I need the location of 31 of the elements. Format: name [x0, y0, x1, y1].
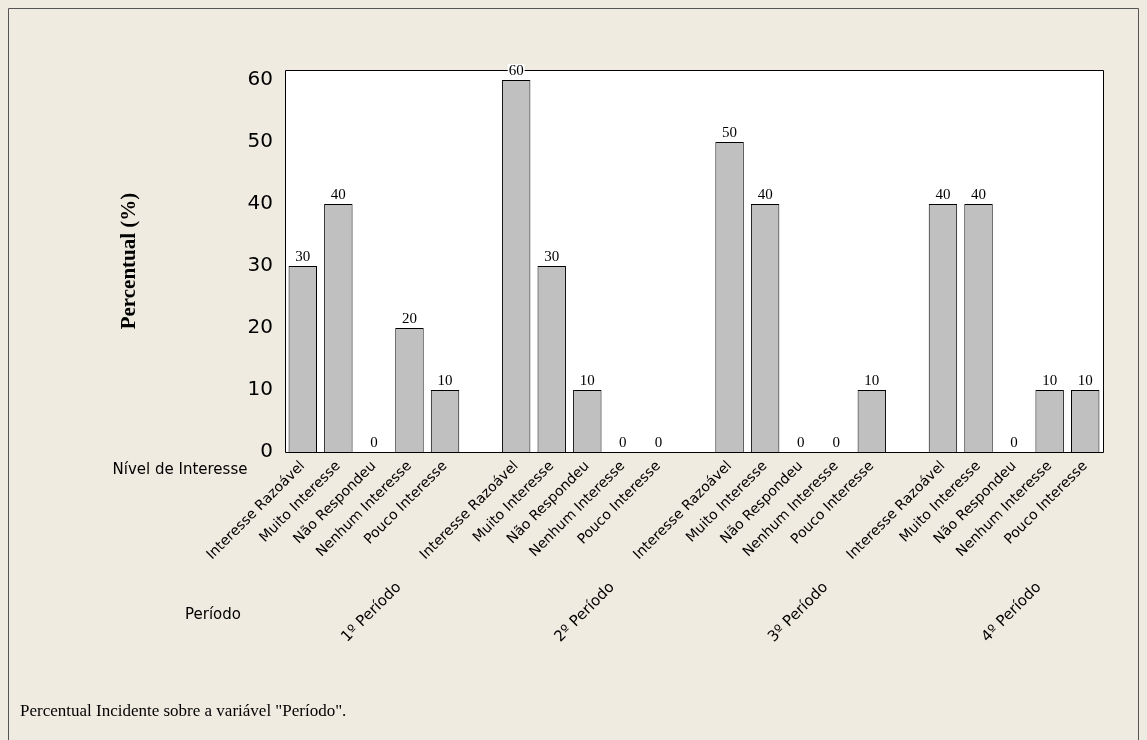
data-label: 10	[1042, 372, 1058, 389]
text: Período	[185, 604, 241, 623]
data-label: 40	[757, 186, 773, 203]
y-tick-label: 10	[247, 376, 273, 401]
data-label: 0	[1010, 434, 1018, 451]
data-label: 0	[654, 434, 663, 451]
y-tick-label: 20	[247, 314, 273, 339]
data-label: 10	[1077, 372, 1093, 389]
data-label: 10	[579, 372, 595, 389]
data-label: 10	[437, 372, 453, 389]
y-tick-label: 40	[247, 190, 273, 215]
data-label: 0	[796, 434, 805, 451]
data-label: 30	[544, 248, 560, 265]
text: Percentual Incidente sobre a variável "Período".	[20, 701, 347, 721]
y-axis-title: Percentual (%)	[116, 192, 141, 330]
data-label: 0	[832, 434, 841, 451]
data-label: 40	[935, 186, 951, 203]
data-label: 20	[401, 310, 417, 327]
data-label: 0	[370, 434, 378, 451]
data-label: 0	[619, 434, 627, 451]
y-tick-label: 30	[247, 252, 273, 277]
y-tick-label: 50	[247, 128, 273, 153]
data-label: 50	[722, 124, 738, 141]
data-label: 40	[330, 186, 346, 203]
text: Nível de Interesse	[112, 459, 248, 478]
data-label: 40	[971, 186, 987, 203]
y-tick-label: 60	[247, 66, 273, 91]
data-label: 60	[508, 62, 524, 79]
data-label: 30	[295, 248, 311, 265]
y-tick-label: 0	[260, 438, 273, 463]
data-label: 10	[864, 372, 880, 389]
